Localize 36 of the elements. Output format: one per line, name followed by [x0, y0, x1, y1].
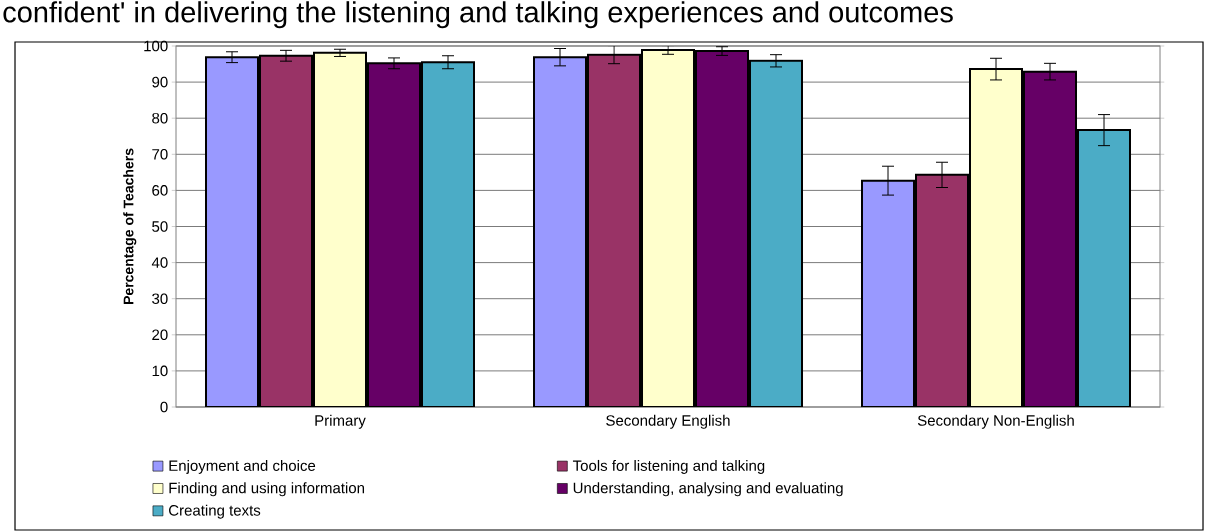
bar: [1023, 70, 1078, 407]
legend-label: Creating texts: [169, 504, 261, 519]
legend-label: Tools for listening and talking: [572, 459, 765, 474]
bar: [368, 63, 421, 407]
bar: [533, 56, 588, 407]
y-tick-label: 0: [160, 401, 168, 413]
x-tick-label: Primary: [315, 414, 366, 429]
y-tick-label: 40: [151, 257, 168, 268]
y-tick-label: 70: [152, 148, 168, 160]
y-tick-label: 80: [152, 112, 168, 124]
bar: [422, 62, 475, 407]
bar: [861, 179, 916, 407]
bar: [915, 173, 970, 407]
x-tick-label: Secondary Non-English: [917, 414, 1074, 429]
bar: [1077, 129, 1132, 407]
bar: [749, 59, 804, 407]
bar: [206, 57, 259, 407]
chart-title: confident' in delivering the listening and talking experiences and outcomes: [3, 1, 953, 29]
bar: [969, 68, 1024, 407]
y-axis-title: Percentage of Teachers: [123, 148, 137, 305]
y-tick-label: 60: [152, 185, 168, 196]
y-tick-label: 90: [152, 76, 168, 88]
legend-label: Finding and using information: [169, 482, 365, 497]
y-tick-label: 20: [152, 329, 168, 341]
y-tick-label: 100: [144, 40, 168, 52]
bar: [587, 53, 642, 407]
y-tick-label: 50: [152, 221, 168, 232]
bar: [260, 55, 313, 407]
legend-label: Understanding, analysing and evaluating: [573, 482, 843, 497]
y-tick-label: 30: [152, 293, 168, 305]
bar: [695, 50, 750, 407]
y-tick-label: 10: [152, 365, 168, 377]
bar: [641, 48, 696, 407]
legend-label: Enjoyment and choice: [169, 459, 316, 474]
bar: [314, 52, 367, 407]
x-tick-label: Secondary English: [606, 414, 730, 429]
